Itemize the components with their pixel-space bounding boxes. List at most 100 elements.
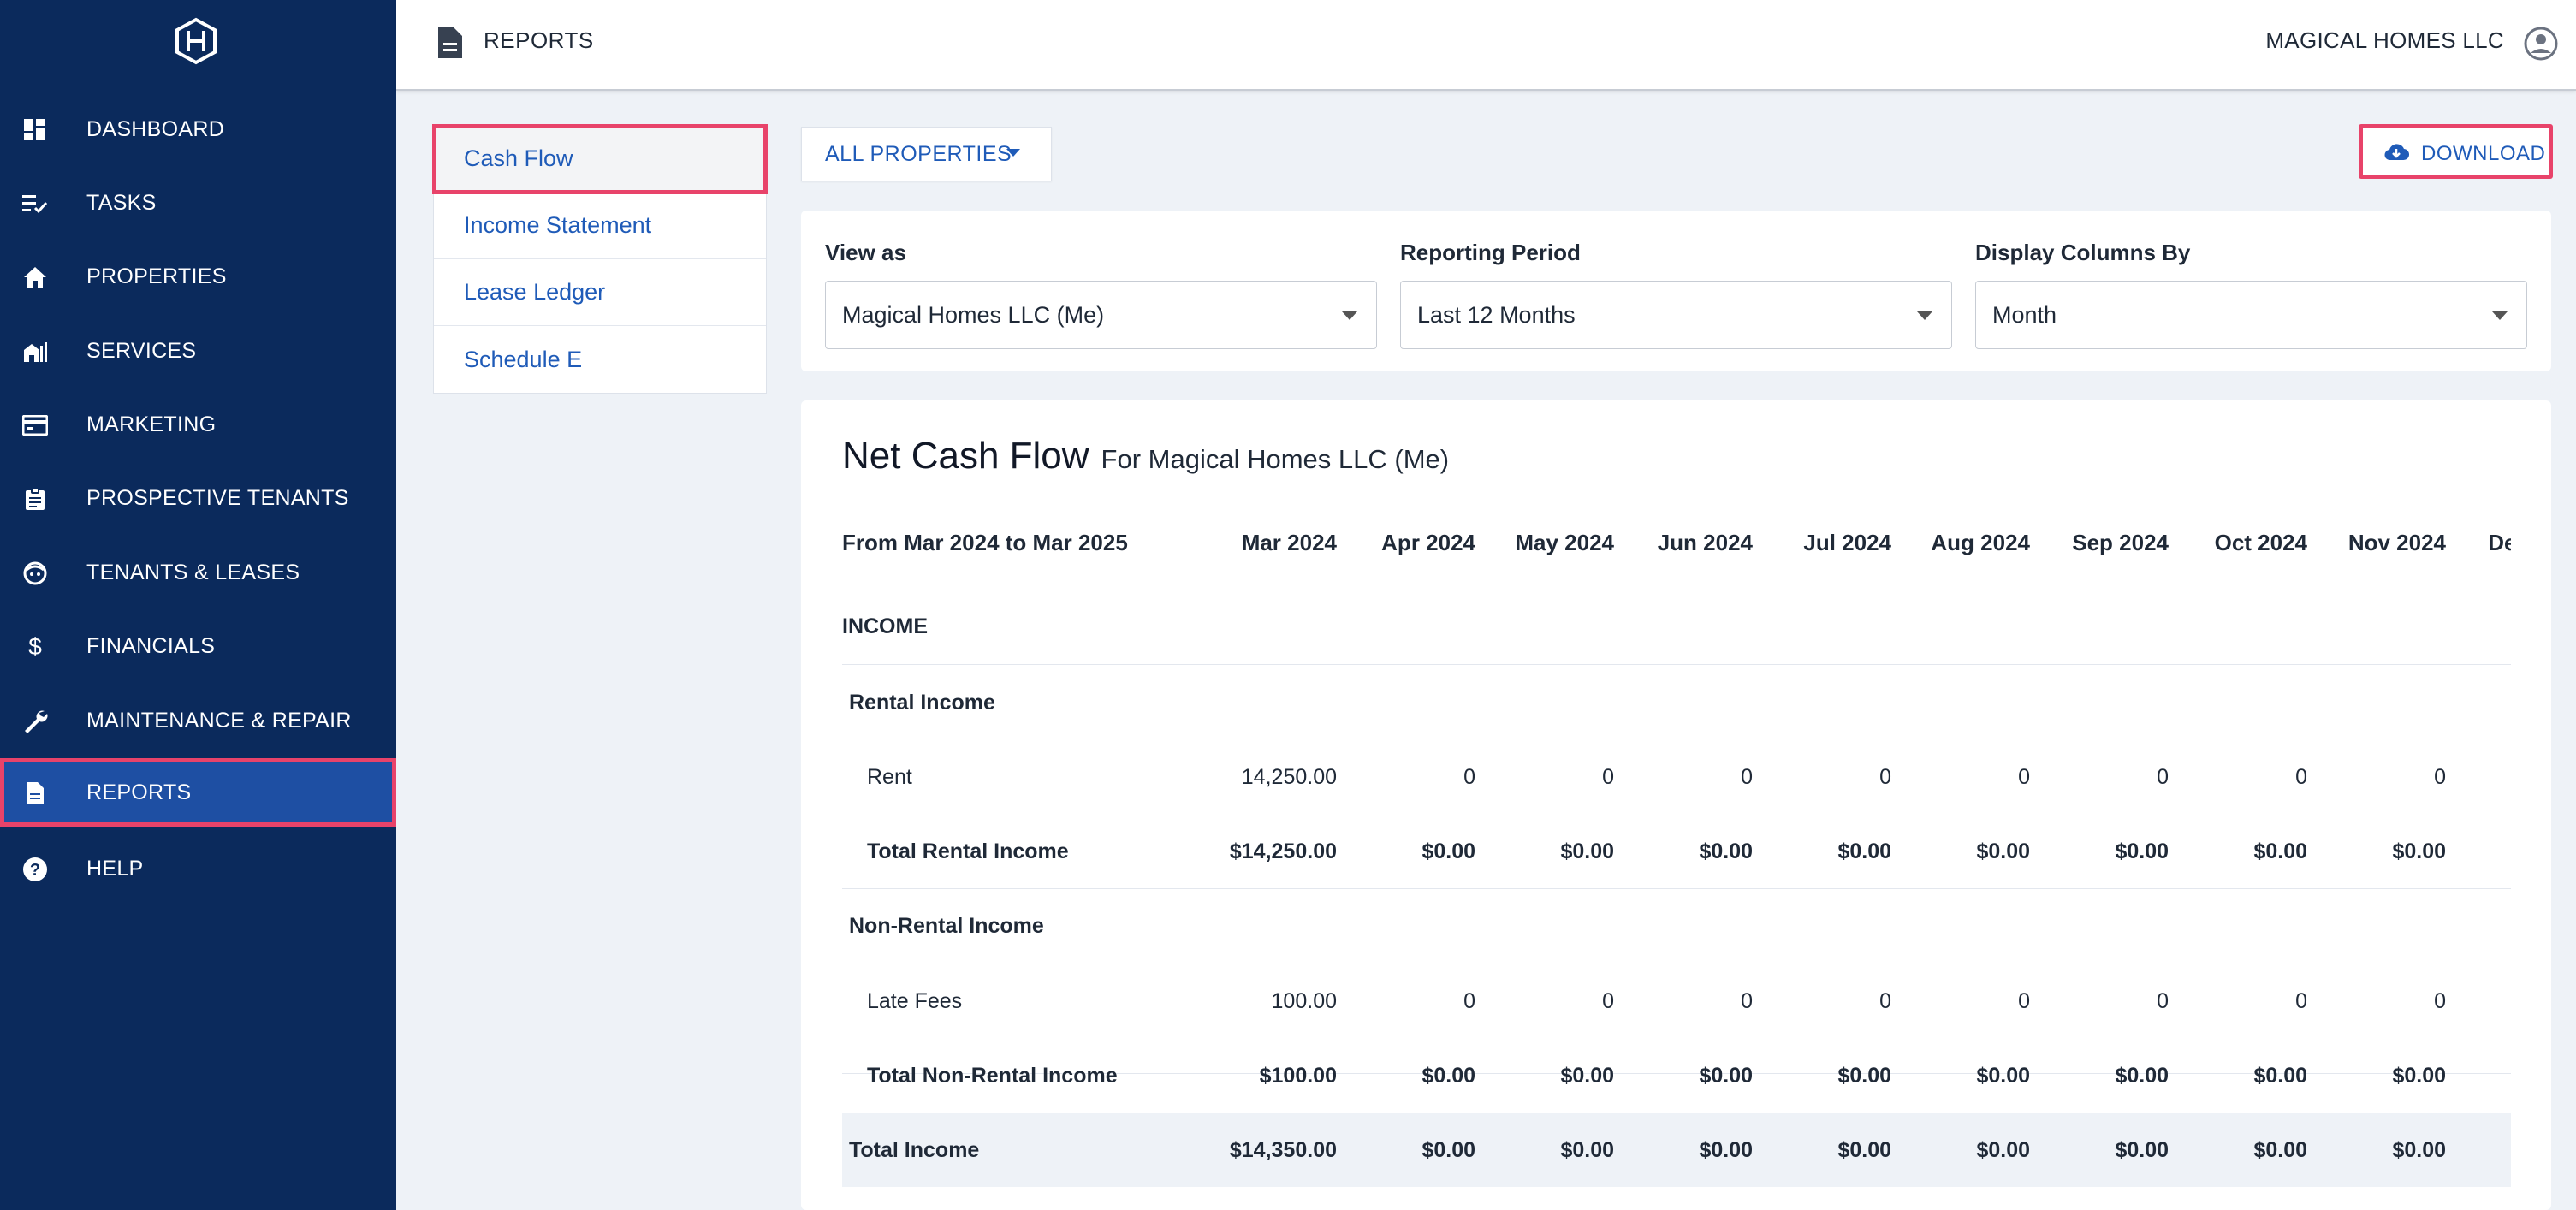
table-cell: $0.00 — [1837, 839, 1891, 863]
column-header: Apr 2024 — [1381, 529, 1475, 555]
cash-flow-table: From Mar 2024 to Mar 2025 Mar 2024 Apr 2… — [842, 512, 2511, 1210]
reporting-period-select[interactable]: Last 12 Months — [1400, 281, 1952, 349]
reporting-period-value: Last 12 Months — [1417, 301, 1576, 328]
document-icon — [438, 27, 462, 58]
table-cell: 0 — [2434, 764, 2446, 789]
sidebar-item-label: FINANCIALS — [86, 633, 216, 658]
table-header-row: From Mar 2024 to Mar 2025 Mar 2024 Apr 2… — [842, 512, 2511, 585]
view-as-select[interactable]: Magical Homes LLC (Me) — [825, 281, 1377, 349]
table-cell: $0.00 — [1699, 1137, 1753, 1162]
sidebar-item-tasks[interactable]: TASKS — [0, 169, 396, 237]
column-header: Oct 2024 — [2214, 529, 2307, 555]
table-cell: $0.00 — [2456, 1039, 2511, 1112]
sidebar-item-label: REPORTS — [86, 780, 192, 804]
services-icon — [21, 337, 50, 366]
display-columns-label: Display Columns By — [1975, 240, 2191, 265]
table-row: Total Income $14,350.00 $0.00 $0.00 $0.00 $0… — [842, 1113, 2511, 1187]
sidebar-item-label: PROPERTIES — [86, 264, 227, 288]
table-cell: 0 — [2295, 988, 2307, 1013]
column-header: Mar 2024 — [1241, 529, 1337, 555]
divider — [842, 888, 2511, 889]
sidebar-item-financials[interactable]: $ FINANCIALS — [0, 612, 396, 680]
income-section-row: INCOME — [842, 590, 2511, 663]
table-cell: 0 — [1463, 988, 1475, 1013]
document-icon — [21, 779, 50, 808]
sidebar-item-maintenance-repair[interactable]: MAINTENANCE & REPAIR — [0, 686, 396, 755]
sidebar-item-tenants-leases[interactable]: TENANTS & LEASES — [0, 538, 396, 607]
column-header: Sep 2024 — [2072, 529, 2169, 555]
table-cell: 14,250.00 — [1241, 764, 1337, 789]
sidebar-item-label: SERVICES — [86, 338, 197, 363]
table-cell: 0 — [1741, 764, 1753, 789]
caret-down-icon — [1342, 311, 1357, 320]
table-cell: $0.00 — [1560, 1063, 1614, 1088]
table-cell: 0 — [1879, 988, 1891, 1013]
view-as-value: Magical Homes LLC (Me) — [842, 301, 1105, 328]
table-cell: $0.00 — [1699, 1063, 1753, 1088]
report-title: Net Cash Flow For Magical Homes LLC (Me) — [842, 435, 1449, 477]
table-cell: 0 — [1741, 988, 1753, 1013]
sidebar-item-dashboard[interactable]: DASHBOARD — [0, 95, 396, 163]
sidebar-item-label: MAINTENANCE & REPAIR — [86, 708, 352, 733]
row-label: Total Income — [849, 1137, 980, 1162]
table-cell: $0.00 — [2253, 839, 2307, 863]
company-name[interactable]: MAGICAL HOMES LLC — [2265, 27, 2504, 53]
tasks-icon — [21, 189, 50, 218]
table-cell: 0 — [2018, 764, 2030, 789]
report-nav-lease-ledger[interactable]: Lease Ledger — [434, 259, 766, 326]
table-cell: 0 — [1602, 988, 1614, 1013]
row-label: Total Non-Rental Income — [867, 1063, 1118, 1088]
column-header: Aug 2024 — [1931, 529, 2030, 555]
table-cell: $0.00 — [1837, 1063, 1891, 1088]
table-cell: 0 — [2434, 988, 2446, 1013]
marketing-icon — [21, 411, 50, 440]
table-cell: $0.00 — [2253, 1063, 2307, 1088]
row-label: Total Rental Income — [867, 839, 1069, 863]
table-cell: $0.00 — [1699, 839, 1753, 863]
column-header: Jun 2024 — [1657, 529, 1753, 555]
table-row: Late Fees 100.00000000000 — [842, 964, 2511, 1038]
account-icon[interactable] — [2523, 26, 2559, 62]
table-cell: $0.00 — [1422, 839, 1475, 863]
row-label: Late Fees — [867, 988, 963, 1013]
sidebar-item-services[interactable]: SERVICES — [0, 317, 396, 385]
report-nav-income-statement[interactable]: Income Statement — [434, 193, 766, 259]
report-title-main: Net Cash Flow — [842, 435, 1089, 477]
sidebar-item-help[interactable]: ? HELP — [0, 834, 396, 903]
sidebar-item-prospective-tenants[interactable]: PROSPECTIVE TENANTS — [0, 464, 396, 532]
sidebar-item-properties[interactable]: PROPERTIES — [0, 242, 396, 311]
table-cell: $0.00 — [1560, 1137, 1614, 1162]
table-cell: 0 — [2295, 764, 2307, 789]
filter-panel: View as Magical Homes LLC (Me) Reporting… — [801, 211, 2551, 371]
download-button[interactable]: DOWNLOAD — [2359, 124, 2553, 179]
table-cell: 0 — [1602, 764, 1614, 789]
table-cell: $0.00 — [2115, 839, 2169, 863]
divider — [842, 1073, 2511, 1074]
all-properties-dropdown[interactable]: ALL PROPERTIES — [801, 127, 1052, 181]
sidebar-item-reports[interactable]: REPORTS — [0, 758, 396, 827]
report-nav-schedule-e[interactable]: Schedule E — [464, 346, 583, 372]
view-as-label: View as — [825, 240, 906, 265]
table-cell: $0.00 — [1976, 1137, 2030, 1162]
sidebar: DASHBOARD TASKS PROPERTIES SERVICES MARK… — [0, 0, 396, 1210]
table-cell: $0.00 — [2115, 1137, 2169, 1162]
table-row: Rent 14,250.00000000000 — [842, 740, 2511, 814]
table-cell: $0.00 — [1560, 839, 1614, 863]
help-icon: ? — [21, 855, 50, 884]
table-cell: $0.00 — [2253, 1137, 2307, 1162]
sidebar-item-marketing[interactable]: MARKETING — [0, 390, 396, 459]
display-columns-select[interactable]: Month — [1975, 281, 2527, 349]
table-cell: $0.00 — [2456, 1113, 2511, 1187]
top-bar: REPORTS MAGICAL HOMES LLC — [396, 0, 2576, 91]
caret-down-icon — [1006, 149, 1020, 157]
table-cell: $0.00 — [2456, 815, 2511, 888]
table-cell: $0.00 — [1976, 1063, 2030, 1088]
logo-icon[interactable] — [172, 17, 220, 65]
report-nav-cash-flow[interactable]: Cash Flow — [432, 124, 768, 194]
table-cell: $100.00 — [1259, 1063, 1337, 1088]
table-cell: $0.00 — [2115, 1063, 2169, 1088]
table-row: Total Rental Income $14,250.00 $0.00 $0.00… — [842, 815, 2511, 888]
sidebar-item-label: MARKETING — [86, 412, 217, 436]
wrench-icon — [21, 707, 50, 736]
clipboard-icon — [21, 484, 50, 513]
